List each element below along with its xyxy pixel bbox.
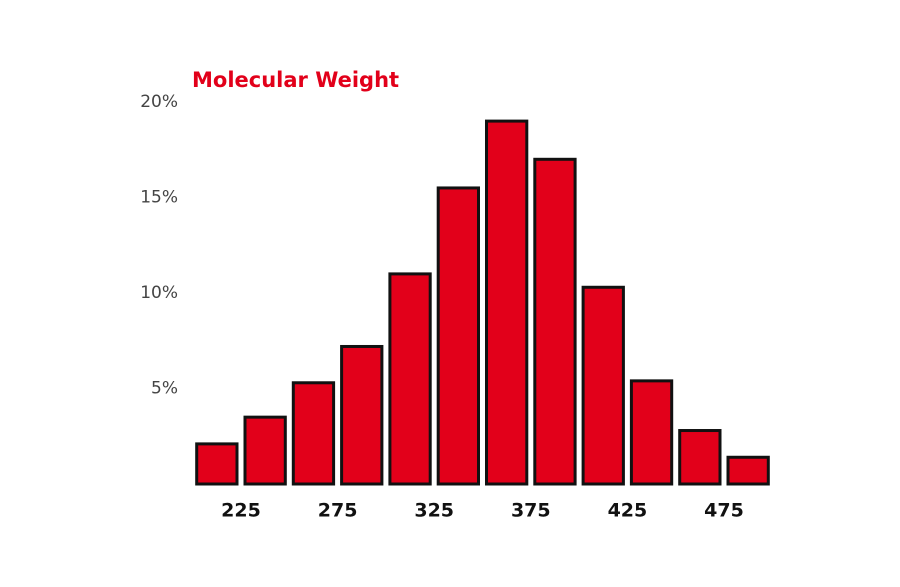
bar (195, 442, 239, 486)
bar (485, 119, 529, 486)
bar (243, 415, 287, 486)
bar (678, 429, 722, 486)
bar (629, 379, 674, 486)
y-tick-label: 10% (140, 283, 178, 303)
x-tick-label: 325 (414, 500, 454, 522)
bar (533, 157, 577, 486)
bar (291, 381, 336, 486)
x-tick-label: 425 (608, 500, 648, 522)
x-tick-label: 475 (704, 500, 744, 522)
x-tick-label: 225 (221, 500, 261, 522)
x-tick-label: 375 (511, 500, 551, 522)
y-tick-label: 15% (140, 188, 178, 208)
y-tick-label: 5% (151, 379, 178, 399)
x-tick-label: 275 (318, 500, 358, 522)
bar (436, 186, 481, 486)
bar (726, 455, 770, 486)
bar (581, 285, 625, 486)
chart-title: Molecular Weight (192, 68, 399, 92)
y-tick-label: 20% (140, 92, 178, 112)
bar (388, 272, 432, 486)
bar (340, 344, 384, 486)
